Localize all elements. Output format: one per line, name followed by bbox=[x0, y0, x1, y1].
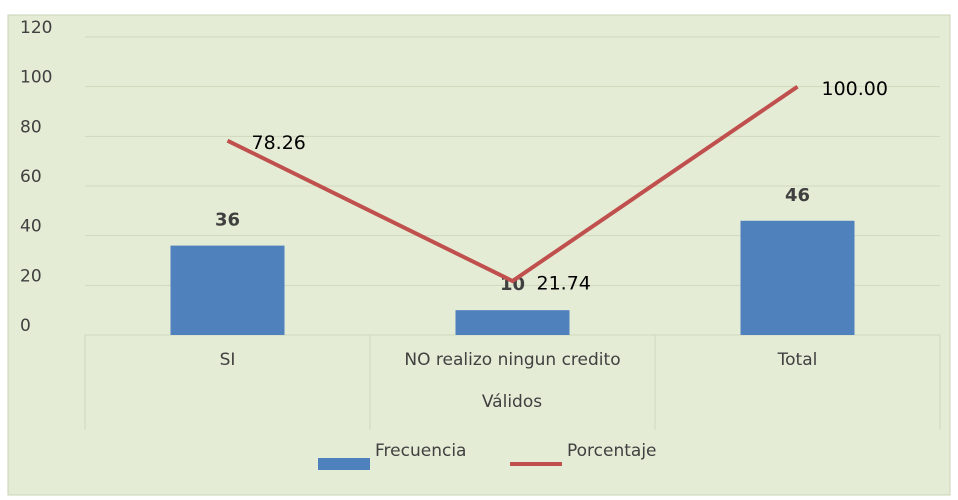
y-tick-label: 80 bbox=[20, 117, 42, 137]
bar bbox=[455, 310, 570, 335]
y-tick-label: 60 bbox=[20, 167, 42, 187]
line-value-label: 100.00 bbox=[822, 78, 888, 100]
bar-value-label: 46 bbox=[785, 185, 810, 206]
x-tick-label: Total bbox=[777, 350, 818, 370]
x-tick-label: SI bbox=[220, 350, 236, 370]
y-tick-label: 120 bbox=[20, 18, 52, 38]
line-value-label: 78.26 bbox=[252, 132, 306, 154]
legend-label: Frecuencia bbox=[375, 441, 466, 461]
line bbox=[226, 85, 799, 284]
y-tick-label: 40 bbox=[20, 217, 42, 237]
y-tick-label: 0 bbox=[20, 316, 31, 336]
y-tick-label: 20 bbox=[20, 266, 42, 286]
bar bbox=[740, 220, 855, 335]
bar bbox=[170, 245, 285, 335]
legend-label: Porcentaje bbox=[567, 441, 657, 461]
line-value-label: 21.74 bbox=[537, 273, 591, 295]
bar-value-label: 36 bbox=[215, 210, 240, 231]
x-tick-label: NO realizo ningun credito bbox=[404, 350, 620, 370]
y-tick-label: 100 bbox=[20, 68, 52, 88]
x-axis-label: Válidos bbox=[482, 392, 542, 412]
legend-swatch bbox=[318, 458, 370, 470]
